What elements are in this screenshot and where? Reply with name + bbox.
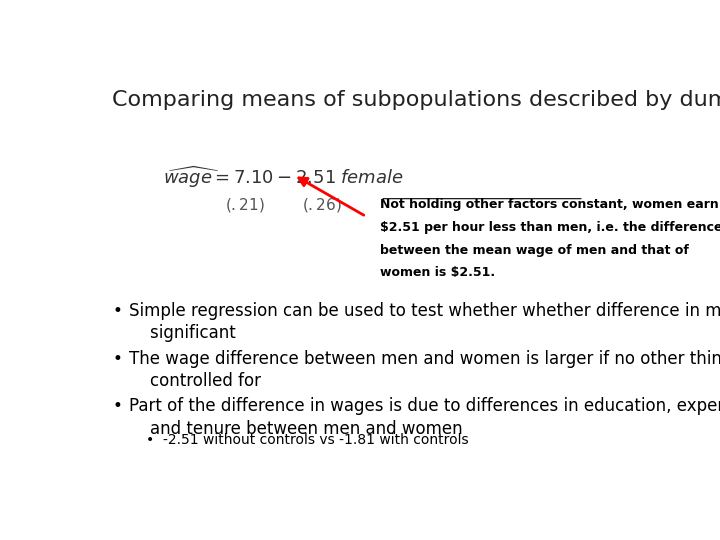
Text: •: • [112, 302, 122, 320]
Text: $\widehat{wage} = 7.10 - 2.51\;female$: $\widehat{wage} = 7.10 - 2.51\;female$ [163, 165, 403, 190]
Text: between the mean wage of men and that of: between the mean wage of men and that of [380, 244, 689, 256]
Text: -2.51 without controls vs -1.81 with controls: -2.51 without controls vs -1.81 with con… [163, 433, 468, 447]
Text: Not holding other factors constant, women earn: Not holding other factors constant, wome… [380, 198, 719, 211]
Text: $(.26)$: $(.26)$ [302, 196, 341, 214]
Text: •: • [145, 433, 154, 447]
Text: •: • [112, 397, 122, 415]
Text: $(.21)$: $(.21)$ [225, 196, 265, 214]
Text: $2.51 per hour less than men, i.e. the difference: $2.51 per hour less than men, i.e. the d… [380, 221, 720, 234]
Text: Comparing means of subpopulations described by dummies: Comparing means of subpopulations descri… [112, 90, 720, 110]
FancyArrowPatch shape [299, 178, 364, 215]
Text: Simple regression can be used to test whether whether difference in means is
   : Simple regression can be used to test wh… [129, 302, 720, 342]
Text: Part of the difference in wages is due to differences in education, experience,
: Part of the difference in wages is due t… [129, 397, 720, 437]
Text: The wage difference between men and women is larger if no other things are
    c: The wage difference between men and wome… [129, 349, 720, 390]
Text: women is $2.51.: women is $2.51. [380, 266, 495, 280]
Text: •: • [112, 349, 122, 368]
